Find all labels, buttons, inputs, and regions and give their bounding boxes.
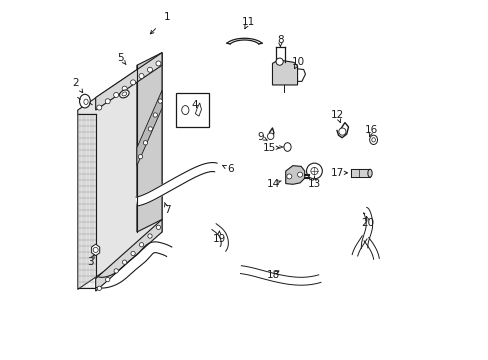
Circle shape bbox=[105, 278, 110, 282]
Circle shape bbox=[297, 172, 302, 177]
Circle shape bbox=[286, 174, 291, 179]
Text: 6: 6 bbox=[226, 164, 233, 174]
Text: 10: 10 bbox=[291, 57, 304, 67]
Text: 3: 3 bbox=[87, 257, 93, 267]
Ellipse shape bbox=[284, 143, 290, 151]
Circle shape bbox=[130, 80, 135, 85]
Circle shape bbox=[306, 163, 322, 179]
Circle shape bbox=[147, 234, 152, 238]
Text: 11: 11 bbox=[241, 17, 254, 27]
Ellipse shape bbox=[122, 92, 126, 96]
Polygon shape bbox=[136, 163, 217, 206]
Polygon shape bbox=[96, 242, 171, 288]
Ellipse shape bbox=[182, 105, 188, 114]
Polygon shape bbox=[351, 236, 366, 256]
Circle shape bbox=[114, 269, 118, 273]
Circle shape bbox=[97, 286, 101, 291]
Polygon shape bbox=[211, 224, 228, 251]
Circle shape bbox=[122, 260, 126, 264]
Polygon shape bbox=[240, 266, 320, 285]
Circle shape bbox=[158, 99, 162, 103]
Ellipse shape bbox=[120, 90, 129, 98]
Polygon shape bbox=[96, 53, 162, 110]
Circle shape bbox=[139, 73, 144, 78]
Circle shape bbox=[156, 225, 160, 229]
Circle shape bbox=[156, 61, 161, 66]
Circle shape bbox=[276, 58, 283, 65]
Polygon shape bbox=[364, 238, 379, 259]
Circle shape bbox=[338, 128, 346, 135]
Text: 8: 8 bbox=[277, 35, 283, 45]
Circle shape bbox=[97, 105, 102, 110]
Circle shape bbox=[310, 167, 317, 175]
Text: 5: 5 bbox=[117, 53, 124, 63]
Polygon shape bbox=[137, 90, 162, 166]
Circle shape bbox=[93, 247, 98, 252]
Text: 4: 4 bbox=[191, 100, 197, 110]
Circle shape bbox=[148, 127, 152, 131]
Polygon shape bbox=[285, 166, 304, 184]
Circle shape bbox=[113, 93, 119, 98]
FancyBboxPatch shape bbox=[175, 93, 209, 127]
Text: 9: 9 bbox=[257, 132, 264, 142]
Text: 13: 13 bbox=[307, 179, 321, 189]
Text: 17: 17 bbox=[330, 168, 344, 178]
Text: 16: 16 bbox=[365, 125, 378, 135]
Text: 12: 12 bbox=[330, 111, 344, 121]
Text: 2: 2 bbox=[73, 78, 79, 88]
Polygon shape bbox=[137, 53, 162, 232]
Text: 1: 1 bbox=[164, 12, 170, 22]
Ellipse shape bbox=[369, 135, 377, 144]
Polygon shape bbox=[195, 103, 201, 116]
Circle shape bbox=[122, 86, 127, 91]
Polygon shape bbox=[91, 244, 100, 256]
Text: 15: 15 bbox=[263, 143, 276, 153]
Polygon shape bbox=[361, 207, 372, 248]
Polygon shape bbox=[226, 38, 262, 44]
Circle shape bbox=[105, 99, 110, 104]
Circle shape bbox=[267, 133, 273, 139]
Ellipse shape bbox=[371, 138, 375, 142]
Ellipse shape bbox=[83, 99, 88, 104]
Ellipse shape bbox=[367, 169, 371, 177]
Polygon shape bbox=[96, 220, 162, 291]
Polygon shape bbox=[78, 53, 162, 289]
Ellipse shape bbox=[80, 94, 90, 108]
Text: 18: 18 bbox=[266, 270, 279, 280]
Circle shape bbox=[147, 67, 152, 72]
Text: 19: 19 bbox=[212, 234, 225, 244]
Text: 7: 7 bbox=[164, 206, 170, 216]
Text: 20: 20 bbox=[361, 218, 374, 228]
Circle shape bbox=[138, 154, 142, 159]
Circle shape bbox=[143, 141, 147, 145]
Circle shape bbox=[153, 113, 157, 117]
Circle shape bbox=[131, 251, 135, 256]
Polygon shape bbox=[272, 60, 297, 85]
Circle shape bbox=[139, 243, 143, 247]
Polygon shape bbox=[336, 123, 348, 138]
Text: 14: 14 bbox=[266, 179, 279, 189]
